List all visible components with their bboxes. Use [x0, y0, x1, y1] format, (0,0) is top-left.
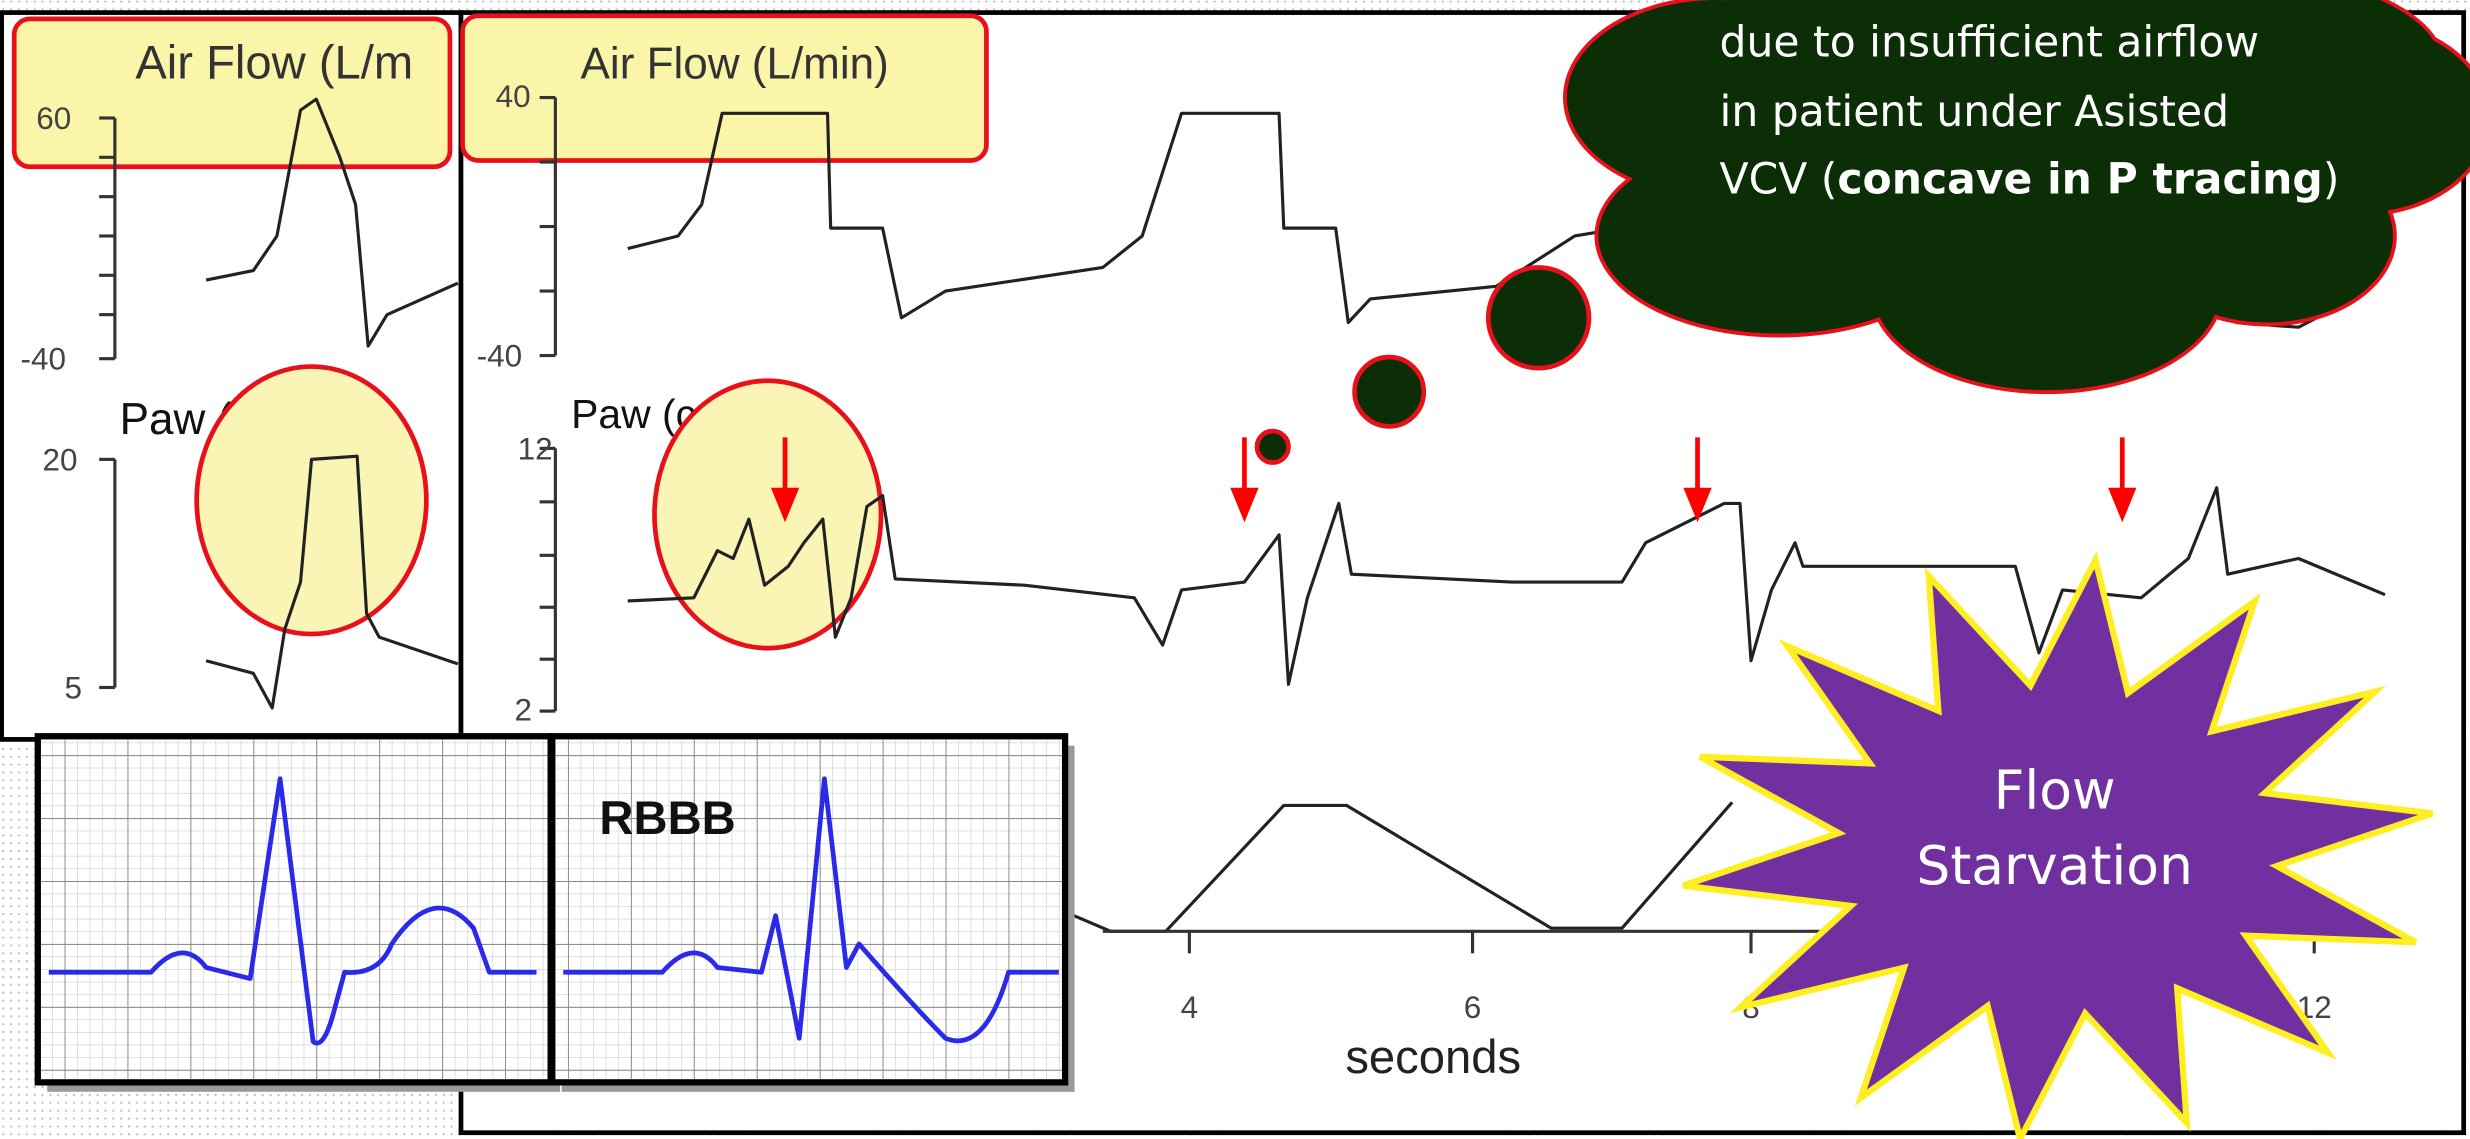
- tick-label: 40: [496, 79, 531, 114]
- cloud: [1653, 7, 2409, 307]
- highlight: [652, 378, 884, 651]
- paw-trace: [627, 486, 2386, 686]
- callout-line: VCV (concave in P tracing): [1720, 156, 2340, 205]
- callout-line: in patient under Asisted: [1720, 88, 2230, 137]
- bubble: [1485, 265, 1592, 371]
- highlight: [194, 364, 429, 637]
- arrow-head: [1683, 487, 1712, 523]
- arrow-head: [2108, 487, 2137, 523]
- arrow-head: [770, 487, 800, 523]
- ecg-trace: [563, 776, 1059, 1044]
- label-box: [460, 13, 989, 163]
- callout-text: ): [2323, 156, 2340, 205]
- flow-label: Air Flow (L/m: [135, 37, 413, 90]
- ecg-label: RBBB: [599, 792, 735, 845]
- starburst: [1682, 551, 2434, 1139]
- tick-label: 2: [514, 693, 532, 728]
- tick-label: 6: [1464, 990, 1482, 1025]
- flow-label: Air Flow (L/min): [581, 40, 889, 89]
- flow-trace: [205, 97, 459, 348]
- tick-label: -40: [477, 339, 522, 374]
- bubble: [1352, 354, 1427, 429]
- tick-label: 4: [1181, 990, 1199, 1025]
- grid: [555, 739, 1062, 1080]
- burst-line: Starvation: [1916, 834, 2192, 897]
- ecg-trace: [48, 776, 537, 1046]
- tick-label: 12: [518, 431, 553, 466]
- callout-bold: concave in P tracing: [1837, 156, 2322, 205]
- tick-label: 5: [65, 671, 83, 706]
- flow-trace: [627, 111, 1623, 325]
- tick-label: 60: [36, 101, 71, 136]
- callout-line: due to insufficient airflow: [1720, 19, 2260, 68]
- label-box: [11, 16, 453, 170]
- tick-label: -40: [20, 342, 65, 377]
- x-label: seconds: [1345, 1031, 1521, 1084]
- burst-line: Flow: [1994, 759, 2116, 822]
- callout-text: VCV (: [1720, 156, 1838, 205]
- arrow-head: [1230, 487, 1259, 523]
- paw-trace: [205, 454, 459, 710]
- tick-label: 20: [43, 442, 78, 477]
- bubble: [1254, 428, 1291, 465]
